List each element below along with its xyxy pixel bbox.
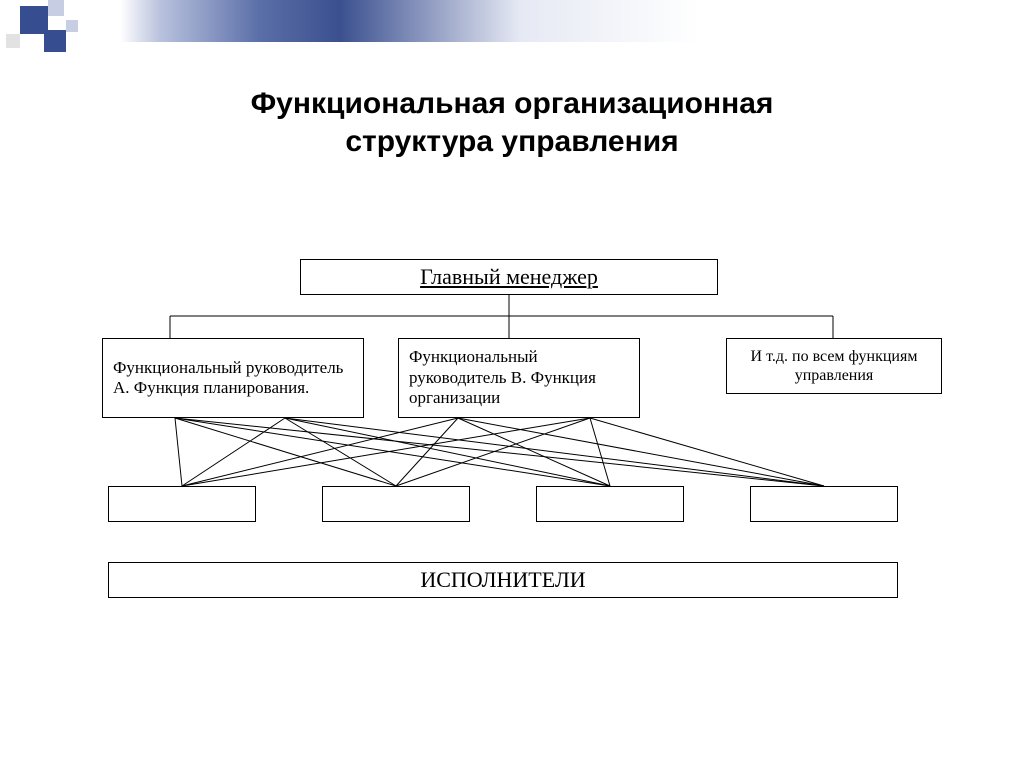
deco-square <box>66 20 78 32</box>
node-main-manager: Главный менеджер <box>300 259 718 295</box>
node-executor <box>750 486 898 522</box>
node-etc: И т.д. по всем функциям управления <box>726 338 942 394</box>
node-executor <box>536 486 684 522</box>
node-executor <box>108 486 256 522</box>
node-label: ИСПОЛНИТЕЛИ <box>420 567 585 593</box>
node-label: Функциональный руководитель А. Функция п… <box>113 358 353 399</box>
deco-square <box>48 0 64 16</box>
node-label: И т.д. по всем функциям управления <box>737 347 931 385</box>
node-functional-b: Функциональный руководитель В. Функция о… <box>398 338 640 418</box>
header-gradient-bar <box>0 0 1024 42</box>
title-line: структура управления <box>345 125 678 158</box>
node-functional-a: Функциональный руководитель А. Функция п… <box>102 338 364 418</box>
node-executors-bar: ИСПОЛНИТЕЛИ <box>108 562 898 598</box>
slide: Функциональная организационная структура… <box>0 0 1024 767</box>
deco-square <box>44 30 66 52</box>
title-line: Функциональная организационная <box>251 87 774 120</box>
slide-title: Функциональная организационная структура… <box>0 85 1024 160</box>
deco-square <box>6 34 20 48</box>
node-label: Функциональный руководитель В. Функция о… <box>409 347 629 408</box>
node-executor <box>322 486 470 522</box>
node-label: Главный менеджер <box>420 264 598 290</box>
